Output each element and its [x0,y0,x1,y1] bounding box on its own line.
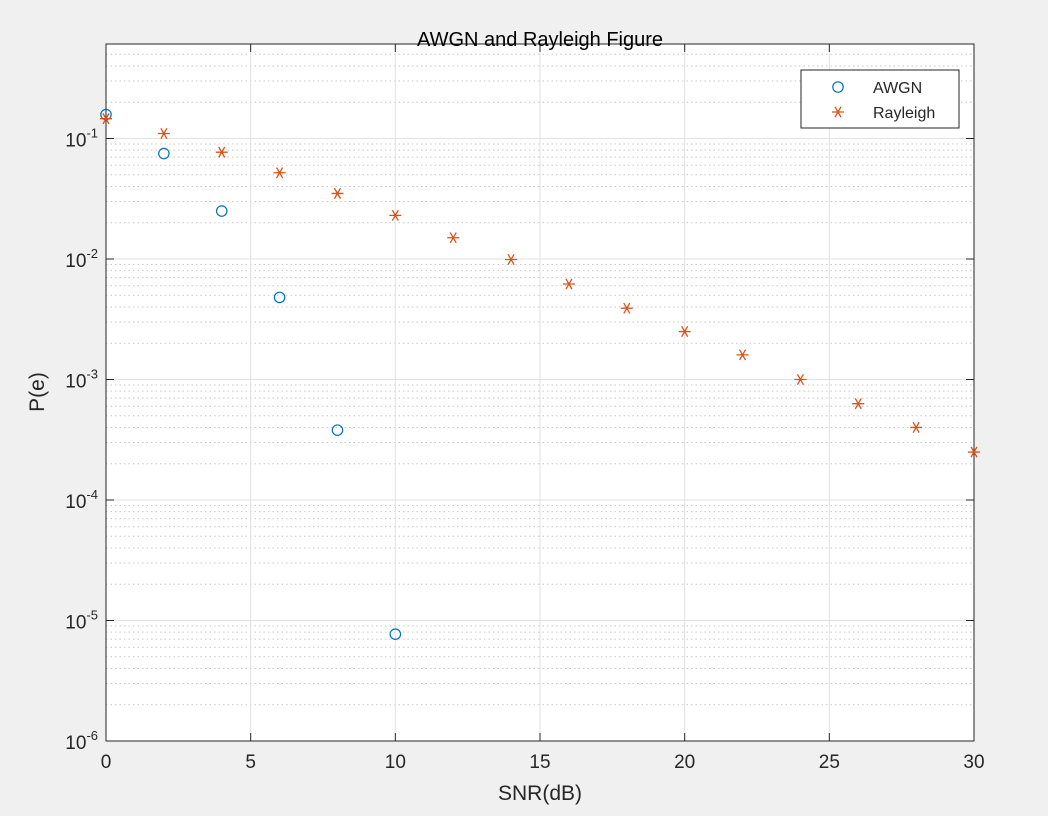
data-point-rayleigh [620,302,633,314]
legend-symbol-awgn [832,81,844,93]
legend: AWGN Rayleigh [800,69,960,129]
data-point-rayleigh [968,446,980,458]
data-points [100,108,980,640]
data-point-rayleigh [852,398,865,410]
y-tick-label: 10-4 [65,487,98,513]
data-point-rayleigh [562,278,575,290]
data-point-awgn [331,424,344,436]
data-point-rayleigh [794,373,807,386]
y-tick-label: 10-6 [65,728,98,754]
y-tick-label: 10-2 [65,246,98,272]
y-tick-label: 10-5 [65,608,98,634]
x-tick-label: 25 [819,752,840,773]
tick-labels: 0 5 10 15 20 25 30 10-6 10-5 10-4 10-3 10-2 10-1 [65,126,984,774]
axes [105,43,975,742]
chart-title: AWGN and Rayleigh Figure [417,29,663,51]
x-tick-label: 5 [245,752,256,773]
data-point-rayleigh [505,254,518,266]
x-tick-label: 10 [385,752,406,773]
data-point-rayleigh [736,349,749,361]
x-tick-label: 30 [963,752,984,773]
legend-marker-rayleigh [832,106,844,118]
data-point-rayleigh [215,146,228,158]
legend-symbol-rayleigh [832,106,844,118]
x-tick-label: 0 [101,752,112,773]
data-point-awgn [158,147,170,160]
data-point-rayleigh [331,187,344,199]
x-axis-label: SNR(dB) [498,782,582,805]
data-point-awgn [273,291,286,304]
data-point-rayleigh [447,232,460,244]
x-tick-label: 15 [529,752,550,773]
legend-label-rayleigh: Rayleigh [873,105,935,122]
data-point-awgn [215,205,228,217]
y-tick-label: 10-3 [65,367,98,393]
data-point-rayleigh [157,127,170,140]
legend-box [800,69,960,129]
data-point-rayleigh [273,167,286,179]
data-point-awgn [389,628,402,640]
data-point-rayleigh [389,209,402,221]
legend-label-awgn: AWGN [873,80,922,97]
data-point-rayleigh [910,421,923,433]
x-tick-label: 20 [674,752,695,773]
legend-marker-awgn [832,81,844,93]
y-axis-label: P(e) [26,372,49,412]
y-tick-label: 10-1 [65,126,98,152]
data-point-rayleigh [678,326,691,338]
data-point-rayleigh [100,113,112,125]
